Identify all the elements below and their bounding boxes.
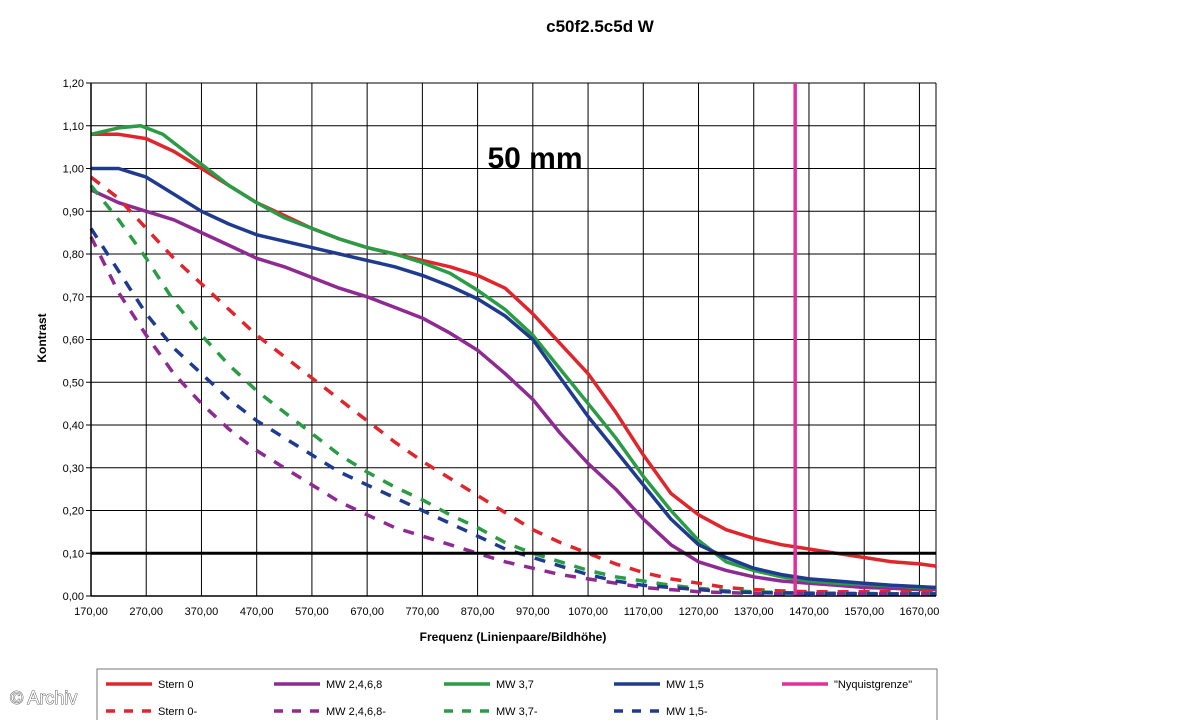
x-tick-label: 470,00 — [240, 606, 274, 618]
x-tick-label: 670,00 — [350, 606, 384, 618]
y-tick-label: 0,90 — [63, 206, 84, 218]
chart-title: c50f2.5c5d W — [546, 17, 655, 36]
x-tick-label: 1570,00 — [844, 606, 884, 618]
y-tick-label: 0,20 — [63, 506, 84, 518]
y-tick-label: 1,10 — [63, 121, 84, 133]
x-tick-label: 1170,00 — [624, 606, 663, 618]
x-tick-label: 1670,00 — [900, 606, 940, 618]
series-line-1 — [90, 188, 936, 592]
series-line-2 — [90, 123, 936, 590]
x-tick-label: 970,00 — [516, 606, 550, 618]
x-tick-label: 1370,00 — [734, 606, 774, 618]
lens-annotation: 50 mm — [487, 142, 582, 175]
x-tick-label: 270,00 — [129, 606, 163, 618]
y-tick-label: 0,70 — [63, 292, 84, 304]
x-tick-label: 170,00 — [74, 606, 108, 618]
legend-label-6: MW 2,4,6,8- — [326, 706, 386, 718]
legend-label-2: MW 3,7 — [496, 679, 534, 691]
legend-label-0: Stern 0 — [158, 679, 193, 691]
series-line-3 — [91, 166, 937, 590]
legend: Stern 0 MW 2,4,6,8 MW 3,7 MW 1,5 "Nyquistgre… — [96, 668, 938, 720]
reference-lines — [91, 83, 936, 596]
legend-label-7: MW 3,7- — [496, 706, 538, 718]
y-tick-label: 0,00 — [63, 591, 84, 603]
x-tick-label: 370,00 — [185, 606, 219, 618]
y-tick-label: 0,50 — [63, 377, 84, 389]
legend-label-5: Stern 0- — [158, 706, 197, 718]
y-axis-label: Kontrast — [35, 313, 49, 362]
x-tick-label: 570,00 — [295, 606, 329, 618]
y-tick-label: 1,00 — [63, 164, 84, 176]
x-tick-label: 1270,00 — [679, 606, 719, 618]
axes: 170,00 270,00 370,00 470,00 570,00 670,00 770,… — [63, 78, 940, 618]
x-tick-label: 1070,00 — [568, 606, 608, 618]
x-tick-label: 770,00 — [406, 606, 440, 618]
y-tick-label: 0,30 — [63, 463, 84, 475]
x-axis-label: Frequenz (Linienpaare/Bildhöhe) — [420, 630, 607, 644]
legend-label-8: MW 1,5- — [666, 706, 708, 718]
y-tick-label: 0,80 — [63, 249, 84, 261]
legend-label-1: MW 2,4,6,8 — [326, 679, 382, 691]
legend-box — [96, 668, 938, 720]
x-tick-label: 870,00 — [461, 606, 495, 618]
y-tick-label: 0,10 — [63, 548, 84, 560]
watermark: © Archiv — [10, 688, 77, 708]
y-tick-label: 1,20 — [63, 78, 84, 90]
y-tick-label: 0,40 — [63, 420, 84, 432]
y-tick-label: 0,60 — [63, 335, 84, 347]
x-tick-label: 1470,00 — [789, 606, 829, 618]
legend-label-4: "Nyquistgrenze" — [834, 679, 912, 691]
legend-label-3: MW 1,5 — [666, 679, 704, 691]
